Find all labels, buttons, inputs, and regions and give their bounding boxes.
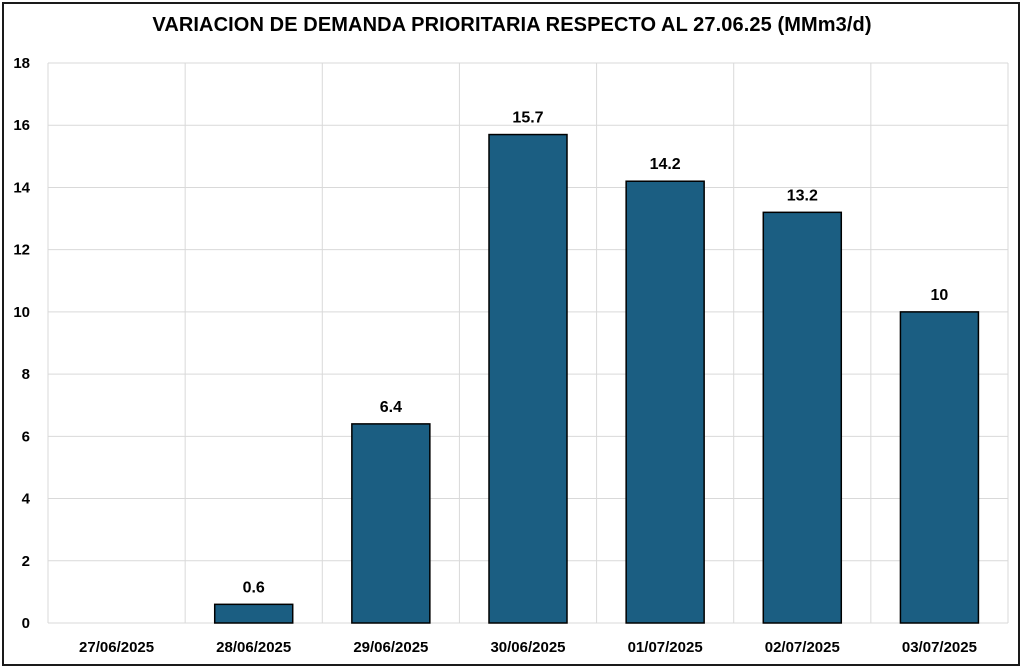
y-tick-label: 10: [13, 304, 30, 321]
data-label: 10: [931, 287, 949, 304]
bars-group: [213, 133, 980, 624]
y-axis-ticks: 0 2 4 6 8 10 12 14 16 18: [13, 55, 30, 632]
y-tick-label: 0: [22, 615, 30, 632]
x-axis-ticks: 27/06/2025 28/06/2025 29/06/2025 30/06/2025…: [79, 639, 977, 656]
chart-title: VARIACION DE DEMANDA PRIORITARIA RESPECT…: [152, 14, 872, 36]
data-label: 0.6: [243, 579, 265, 596]
bar-03/07/2025: [899, 311, 980, 624]
y-tick-label: 16: [13, 117, 30, 134]
bar-29/06/2025: [351, 423, 431, 624]
y-tick-label: 18: [13, 55, 30, 72]
y-tick-label: 6: [22, 428, 30, 445]
y-tick-label: 2: [22, 553, 30, 570]
bar-02/07/2025: [762, 211, 843, 624]
x-tick-label: 28/06/2025: [216, 639, 291, 656]
x-tick-label: 29/06/2025: [353, 639, 428, 656]
bar-28/06/2025: [213, 603, 294, 624]
y-tick-label: 14: [13, 179, 30, 196]
y-tick-label: 4: [22, 491, 31, 508]
x-tick-label: 03/07/2025: [902, 639, 977, 656]
x-tick-label: 01/07/2025: [628, 639, 703, 656]
data-labels: 0.6 6.4 15.7 14.2 13.2 10: [243, 110, 949, 597]
y-tick-label: 8: [22, 366, 30, 383]
x-tick-label: 30/06/2025: [490, 639, 565, 656]
data-label: 14.2: [650, 156, 681, 173]
x-tick-label: 02/07/2025: [765, 639, 840, 656]
y-tick-label: 12: [13, 242, 30, 259]
bar-30/06/2025: [488, 133, 568, 624]
data-label: 6.4: [380, 399, 402, 416]
data-label: 13.2: [787, 187, 818, 204]
data-label: 15.7: [512, 110, 543, 127]
x-tick-label: 27/06/2025: [79, 639, 154, 656]
bar-01/07/2025: [625, 180, 705, 624]
